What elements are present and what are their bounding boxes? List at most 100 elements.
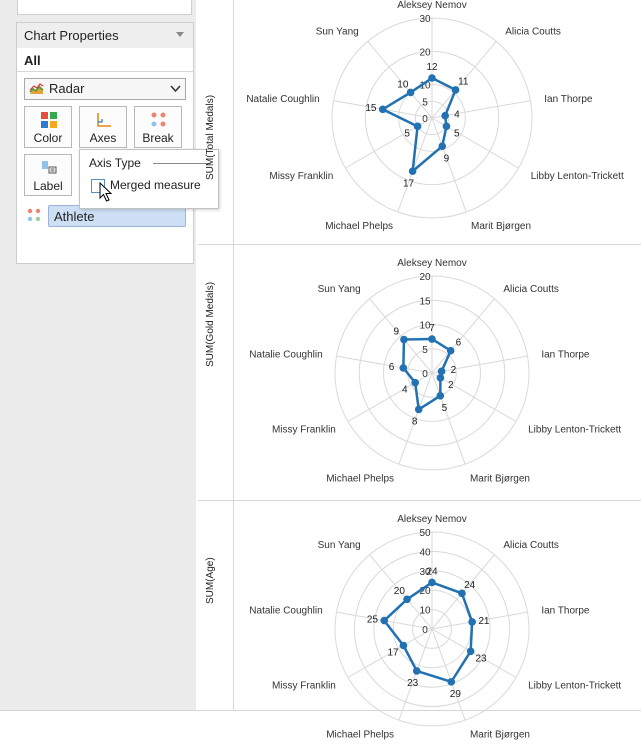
tick-label: 15 (419, 296, 431, 307)
data-label: 23 (475, 653, 487, 664)
category-label: Michael Phelps (326, 473, 394, 484)
tick-label: 20 (419, 272, 431, 283)
panel-divider-top (198, 244, 641, 245)
upper-panel-edge (17, 0, 192, 15)
category-label: Michael Phelps (326, 729, 394, 740)
data-point (414, 405, 423, 414)
data-point (380, 616, 389, 625)
category-label: Aleksey Nemov (397, 514, 466, 525)
tick-label: 50 (419, 528, 431, 539)
category-label: Alicia Coutts (503, 540, 559, 551)
category-label: Ian Thorpe (544, 94, 593, 105)
data-point (399, 641, 408, 650)
tick-label: 0 (422, 114, 428, 125)
series-line (381, 76, 457, 173)
grid-spoke (347, 372, 433, 422)
chart-properties-header[interactable]: Chart Properties (17, 23, 193, 48)
category-label: Marit Bjørgen (470, 473, 530, 484)
tick-label: 0 (422, 369, 428, 380)
dimension-field-icon (27, 208, 41, 222)
data-label: 17 (387, 647, 399, 658)
category-label: Sun Yang (318, 540, 361, 551)
category-label: Aleksey Nemov (397, 258, 466, 269)
data-point (378, 105, 387, 114)
break-button-label: Break (142, 131, 174, 145)
data-point (428, 578, 436, 587)
grid-spoke (369, 554, 433, 630)
category-label: Marit Bjørgen (471, 221, 531, 232)
grid-spoke (431, 628, 466, 721)
data-label: 7 (429, 323, 435, 334)
tick-label: 10 (419, 321, 431, 332)
grid-spoke (431, 372, 466, 465)
panel-divider-bottom (198, 500, 641, 501)
data-label: 5 (404, 128, 410, 139)
category-label: Alicia Coutts (505, 27, 561, 38)
data-label: 5 (442, 403, 448, 414)
tick-label: 5 (422, 345, 428, 356)
tick-label: 10 (419, 606, 431, 617)
grid-spoke (397, 117, 433, 213)
category-label: Aleksey Nemov (397, 0, 466, 11)
category-label: Michael Phelps (325, 221, 393, 232)
data-point (413, 122, 422, 131)
grid-spoke (398, 628, 433, 721)
category-label: Missy Franklin (269, 171, 333, 182)
grid-spoke (431, 628, 517, 678)
data-label: 9 (444, 153, 450, 164)
tick-label: 0 (422, 625, 428, 636)
tick-label: 40 (419, 547, 431, 558)
category-label: Sun Yang (318, 284, 361, 295)
grid-spoke (431, 117, 467, 213)
data-point (451, 86, 460, 94)
tick-label: 30 (419, 567, 431, 578)
data-point (438, 142, 447, 150)
data-point (447, 678, 456, 686)
data-label: 6 (389, 362, 395, 373)
data-label: 24 (426, 566, 438, 577)
data-label: 23 (407, 678, 419, 689)
category-label: Natalie Coughlin (249, 350, 322, 361)
category-label: Libby Lenton-Trickett (528, 425, 621, 436)
data-label: 17 (403, 179, 415, 190)
data-point (428, 74, 436, 82)
color-grid-icon (41, 112, 57, 128)
category-label: Libby Lenton-Trickett (531, 171, 624, 182)
category-label: Marit Bjørgen (470, 729, 530, 740)
data-label: 8 (412, 417, 418, 428)
data-label: 4 (402, 385, 408, 396)
vertical-axis-line (233, 0, 234, 710)
break-icon (151, 112, 166, 127)
data-point (412, 667, 421, 675)
label-button[interactable]: Label (24, 154, 72, 196)
color-button[interactable]: Color (24, 106, 72, 148)
tick-label: 20 (419, 47, 431, 58)
divider (17, 71, 193, 72)
data-label: 2 (451, 365, 457, 376)
data-point (458, 589, 466, 598)
data-point (436, 374, 445, 382)
label-icon (42, 161, 57, 174)
chart-properties-panel: Chart Properties All Radar Color (16, 22, 194, 264)
break-button[interactable]: Break (134, 106, 182, 148)
chevron-down-icon (170, 85, 181, 93)
data-label: 24 (464, 580, 476, 591)
chart-type-dropdown[interactable]: Radar (24, 78, 186, 100)
data-point (441, 111, 449, 120)
collapse-arrow-icon[interactable] (176, 32, 184, 37)
chart-properties-title: Chart Properties (24, 28, 119, 43)
grid-spoke (367, 41, 433, 119)
category-label: Alicia Coutts (503, 284, 559, 295)
grid-spoke (431, 298, 495, 374)
data-label: 12 (426, 62, 438, 73)
axes-button[interactable]: Axes (79, 106, 127, 148)
tick-label: 20 (419, 586, 431, 597)
data-label: 2 (448, 380, 454, 391)
data-label: 29 (450, 689, 462, 700)
category-label: Sun Yang (316, 27, 359, 38)
tick-label: 5 (422, 97, 428, 108)
chart-type-value: Radar (49, 81, 85, 96)
label-button-label: Label (33, 179, 63, 193)
merged-measure-label[interactable]: Merged measure (110, 178, 201, 192)
